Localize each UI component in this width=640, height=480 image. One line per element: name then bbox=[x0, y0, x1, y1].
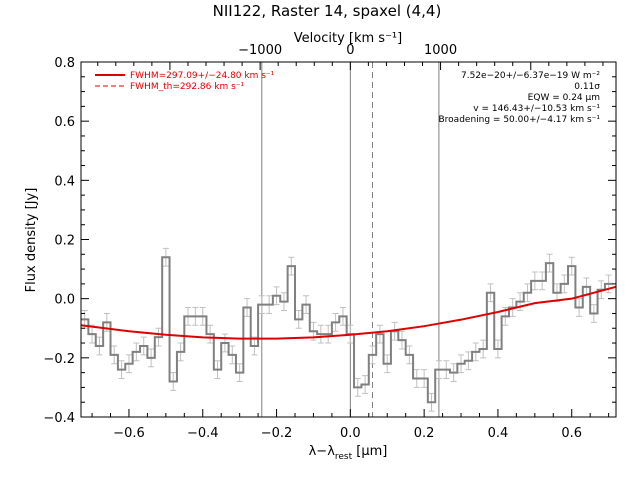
y-axis: −0.4 −0.2 0.0 0.2 0.4 0.6 0.8 bbox=[43, 56, 616, 426]
y-tick-label: −0.2 bbox=[43, 352, 75, 367]
top-tick-label: −1000 bbox=[238, 43, 282, 58]
legend-theory-label: FWHM_th=292.86 km s⁻¹ bbox=[130, 82, 245, 92]
annotation-flux: 7.52e−20+/−6.37e−19 W m⁻² bbox=[461, 71, 600, 81]
legend: FWHM=297.09+/−24.80 km s⁻¹ FWHM_th=292.8… bbox=[95, 71, 275, 92]
data-histogram bbox=[81, 256, 613, 404]
data-series bbox=[81, 256, 613, 404]
fit-annotations: 7.52e−20+/−6.37e−19 W m⁻² 0.11σ EQW = 0.… bbox=[439, 71, 601, 125]
x-axis-title: λ−λrest [μm] bbox=[309, 444, 388, 462]
y-tick-label: −0.4 bbox=[43, 411, 75, 426]
annotation-eqw: EQW = 0.24 μm bbox=[528, 93, 600, 103]
annotation-broadening: Broadening = 50.00+/−4.17 km s⁻¹ bbox=[439, 115, 601, 125]
fit-series bbox=[80, 285, 617, 340]
y-tick-label: 0.4 bbox=[54, 174, 75, 189]
x-tick-label: 0.6 bbox=[561, 426, 582, 441]
x-tick-label: 0.4 bbox=[488, 426, 509, 441]
top-axis: −1000 0 1000 bbox=[97, 43, 604, 70]
x-axis: −0.6 −0.4 −0.2 0.0 0.2 0.4 0.6 bbox=[91, 409, 610, 441]
top-tick-label: 1000 bbox=[424, 43, 457, 58]
top-axis-title: Velocity [km s⁻¹] bbox=[294, 31, 402, 46]
x-tick-label: 0.0 bbox=[340, 426, 361, 441]
annotation-sigma: 0.11σ bbox=[574, 82, 600, 92]
x-tick-label: −0.6 bbox=[113, 426, 145, 441]
y-tick-label: 0.8 bbox=[54, 56, 75, 71]
top-tick-label: 0 bbox=[346, 43, 354, 58]
x-tick-label: −0.4 bbox=[187, 426, 219, 441]
x-tick-label: 0.2 bbox=[414, 426, 435, 441]
y-tick-label: 0.2 bbox=[54, 234, 75, 249]
fit-curve bbox=[80, 285, 617, 340]
chart-title: NII122, Raster 14, spaxel (4,4) bbox=[213, 2, 442, 20]
y-tick-label: 0.0 bbox=[54, 293, 75, 308]
x-tick-label: −0.2 bbox=[261, 426, 293, 441]
y-tick-label: 0.6 bbox=[54, 115, 75, 130]
y-axis-title: Flux density [Jy] bbox=[24, 188, 39, 293]
legend-fit-label: FWHM=297.09+/−24.80 km s⁻¹ bbox=[130, 71, 275, 81]
annotation-velocity: v = 146.43+/−10.53 km s⁻¹ bbox=[473, 104, 600, 114]
